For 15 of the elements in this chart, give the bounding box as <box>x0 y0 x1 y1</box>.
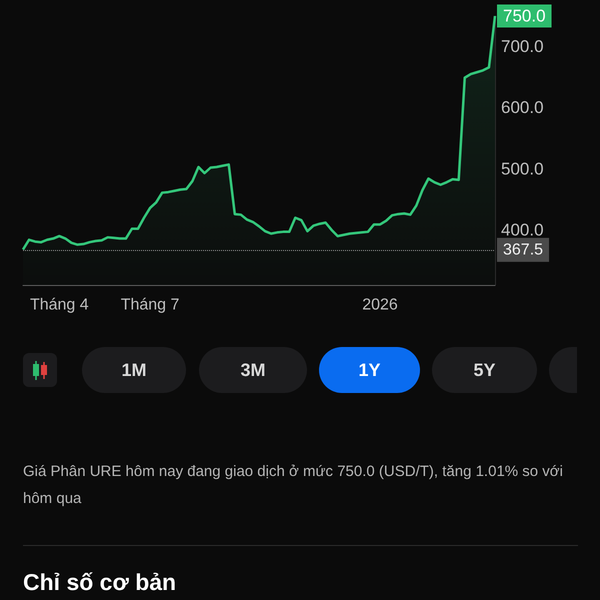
text: 1M <box>82 347 186 393</box>
x-tick-label: 2026 <box>362 296 398 314</box>
x-tick-label: Tháng 7 <box>120 296 180 314</box>
text: 5Y <box>432 347 537 393</box>
ref-line-label: 367.5 <box>503 241 544 258</box>
text: Giá Phân URE hôm nay đang giao dịch ở mức 750.0 (USD/T), tăng 1.01% so với hôm qua <box>23 462 564 509</box>
x-tick-label: Tháng 4 <box>30 296 89 314</box>
y-tick-label: 400.0 <box>501 220 544 240</box>
y-tick-label: 500.0 <box>501 159 544 178</box>
text: Chỉ số cơ bản <box>23 568 176 596</box>
text: 1Y <box>319 347 420 393</box>
y-tick-label: 700.0 <box>501 37 544 56</box>
text: 750.0 <box>503 6 546 26</box>
y-tick-label: 600.0 <box>501 98 544 118</box>
text: 3M <box>199 347 307 393</box>
